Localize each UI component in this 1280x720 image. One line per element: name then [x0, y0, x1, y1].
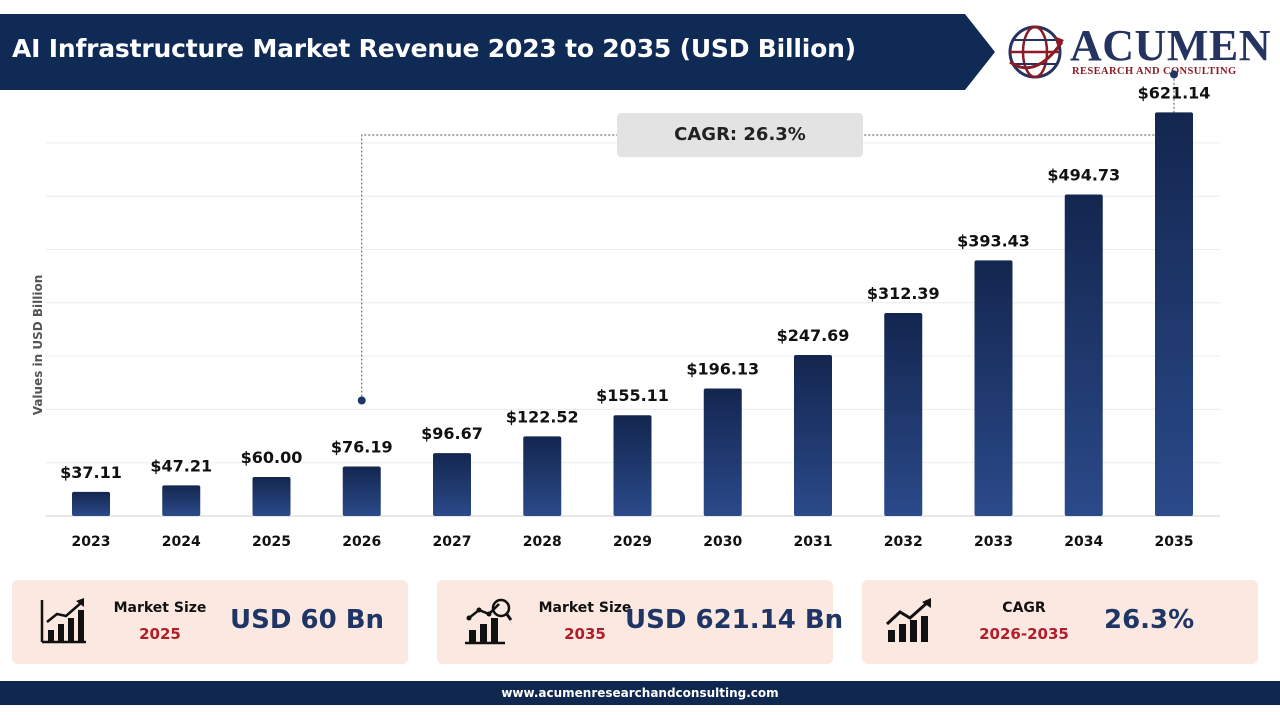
- logo-tagline: RESEARCH AND CONSULTING: [1072, 66, 1237, 77]
- data-label-2033: $393.43: [957, 231, 1030, 250]
- stat-label: Market Size: [538, 600, 632, 616]
- x-tick-2023: 2023: [72, 534, 111, 550]
- data-label-2029: $155.11: [596, 386, 669, 405]
- bar-2029: [613, 415, 652, 516]
- x-tick-2029: 2029: [613, 534, 652, 550]
- bar-2025: [252, 477, 291, 516]
- cagr-start-dot: [357, 396, 366, 405]
- data-label-2025: $60.00: [241, 448, 303, 467]
- page-title: AI Infrastructure Market Revenue 2023 to…: [12, 34, 856, 63]
- data-labels: $37.11 $47.21 $60.00 $76.19 $96.67 $122.52 $15…: [60, 83, 1210, 482]
- x-tick-2031: 2031: [794, 534, 833, 550]
- x-tick-2035: 2035: [1155, 534, 1194, 550]
- bar-2034: [1064, 194, 1103, 516]
- data-label-2023: $37.11: [60, 463, 122, 482]
- bar-2031: [794, 355, 832, 516]
- bar-2027: [433, 453, 471, 516]
- data-label-2034: $494.73: [1047, 166, 1120, 185]
- x-tick-2032: 2032: [884, 534, 923, 550]
- cagr-connector: [361, 74, 1175, 401]
- x-tick-2024: 2024: [162, 534, 201, 550]
- stat-value: USD 621.14 Bn: [625, 605, 844, 635]
- x-tick-2033: 2033: [974, 534, 1013, 550]
- data-label-2035: $621.14: [1138, 83, 1211, 102]
- data-label-2032: $312.39: [867, 284, 940, 303]
- trend-up-icon: [885, 598, 931, 642]
- cagr-callout: CAGR: 26.3%: [617, 113, 863, 157]
- bars: [72, 112, 1193, 516]
- stat-value: 26.3%: [1104, 605, 1195, 635]
- header-banner: [0, 14, 995, 90]
- y-axis-title-text: Values in USD Billion: [31, 274, 45, 416]
- x-tick-2026: 2026: [342, 534, 381, 550]
- bar-2032: [884, 313, 923, 516]
- data-label-2026: $76.19: [331, 437, 393, 456]
- data-label-2027: $96.67: [421, 424, 483, 443]
- bar-2026: [342, 466, 381, 516]
- data-label-2031: $247.69: [777, 326, 850, 345]
- x-axis-ticks: 2023 2024 2025 2026 2027 2028 2029 2030 2031 2032…: [72, 534, 1194, 550]
- x-tick-2028: 2028: [523, 534, 562, 550]
- x-tick-2030: 2030: [703, 534, 742, 550]
- globe-logo-icon: [1008, 25, 1064, 79]
- data-label-2030: $196.13: [686, 360, 759, 379]
- stat-card-cagr: CAGR 2026-2035 26.3%: [862, 580, 1258, 664]
- logo-wordmark: ACUMEN: [1070, 21, 1271, 70]
- stat-year: 2035: [564, 625, 606, 643]
- x-tick-2025: 2025: [252, 534, 291, 550]
- stat-period: 2026-2035: [979, 625, 1069, 643]
- company-logo: ACUMEN RESEARCH AND CONSULTING: [1004, 20, 1271, 84]
- footer-website-link[interactable]: www.acumenresearchandconsulting.com: [501, 686, 779, 700]
- bar-2030: [703, 388, 742, 516]
- x-tick-2027: 2027: [433, 534, 472, 550]
- bar-2028: [523, 436, 562, 516]
- footer-bar: www.acumenresearchandconsulting.com: [0, 681, 1280, 705]
- stat-value: USD 60 Bn: [230, 605, 385, 635]
- data-label-2024: $47.21: [150, 456, 212, 475]
- chart-magnifier-icon: [465, 598, 513, 645]
- stat-label: Market Size: [113, 600, 207, 616]
- bar-chart: $37.11 $47.21 $60.00 $76.19 $96.67 $122.52 $15…: [46, 70, 1220, 550]
- bar-2024: [162, 485, 201, 516]
- bar-2033: [974, 260, 1013, 516]
- stat-year: 2025: [139, 625, 181, 643]
- bar-2023: [72, 491, 110, 516]
- data-label-2028: $122.52: [506, 407, 579, 426]
- stat-card-market-size-2025: Market Size 2025 USD 60 Bn: [12, 580, 408, 664]
- x-tick-2034: 2034: [1064, 534, 1103, 550]
- stat-card-market-size-2035: Market Size 2035 USD 621.14 Bn: [437, 580, 843, 664]
- stat-label: CAGR: [1002, 600, 1046, 616]
- bar-chart-growth-icon: [40, 598, 86, 644]
- cagr-annotation-line: [357, 70, 1178, 405]
- cagr-end-dot: [1170, 70, 1178, 79]
- bar-2035: [1155, 112, 1193, 516]
